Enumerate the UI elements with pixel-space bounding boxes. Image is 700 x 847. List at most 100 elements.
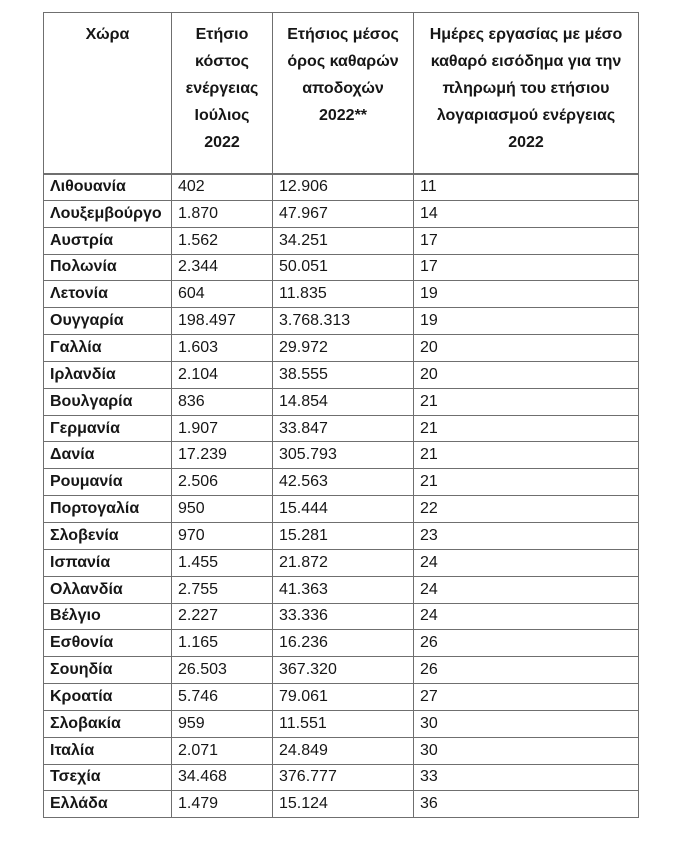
energy-cost-table: Χώρα Ετήσιο κόστος ενέργειας Ιούλιος 202… — [43, 12, 639, 819]
annual-net-earnings-cell: 15.124 — [272, 790, 414, 819]
header-working-days-to-pay: Ημέρες εργασίας με μέσο καθαρό εισόδημα … — [413, 12, 639, 175]
country-cell: Ολλανδία — [43, 575, 172, 604]
working-days-cell: 22 — [413, 495, 639, 523]
annual-energy-cost-cell: 17.239 — [171, 441, 273, 470]
country-cell: Πολωνία — [43, 253, 172, 282]
header-annual-net-earnings: Ετήσιος μέσος όρος καθαρών αποδοχών 2022… — [272, 12, 414, 175]
annual-energy-cost-cell: 26.503 — [171, 656, 273, 685]
annual-energy-cost-cell: 198.497 — [171, 307, 273, 336]
annual-energy-cost-cell: 5.746 — [171, 683, 273, 711]
working-days-cell: 24 — [413, 548, 639, 577]
country-cell: Ρουμανία — [43, 468, 172, 497]
working-days-cell: 21 — [413, 387, 639, 416]
annual-energy-cost-cell: 1.603 — [171, 334, 273, 362]
annual-energy-cost-cell: 402 — [171, 173, 273, 201]
annual-net-earnings-cell: 41.363 — [272, 575, 414, 604]
table-row: Ουγγαρία 198.497 3.768.313 19 — [43, 307, 639, 336]
annual-net-earnings-cell: 38.555 — [272, 360, 414, 389]
working-days-cell: 17 — [413, 226, 639, 255]
table-row: Κροατία 5.746 79.061 27 — [43, 683, 639, 711]
working-days-cell: 21 — [413, 414, 639, 443]
country-cell: Ελλάδα — [43, 790, 172, 819]
table-row: Πορτογαλία 950 15.444 22 — [43, 495, 639, 523]
table-header: Χώρα Ετήσιο κόστος ενέργειας Ιούλιος 202… — [43, 12, 639, 175]
annual-energy-cost-cell: 959 — [171, 709, 273, 738]
working-days-cell: 33 — [413, 763, 639, 792]
working-days-cell: 30 — [413, 736, 639, 765]
country-cell: Βουλγαρία — [43, 387, 172, 416]
working-days-cell: 27 — [413, 683, 639, 711]
country-cell: Ουγγαρία — [43, 307, 172, 336]
working-days-cell: 20 — [413, 360, 639, 389]
annual-net-earnings-cell: 47.967 — [272, 199, 414, 228]
country-cell: Λετονία — [43, 280, 172, 309]
annual-net-earnings-cell: 50.051 — [272, 253, 414, 282]
working-days-cell: 20 — [413, 334, 639, 362]
working-days-cell: 19 — [413, 307, 639, 336]
annual-energy-cost-cell: 604 — [171, 280, 273, 309]
table-row: Σουηδία 26.503 367.320 26 — [43, 656, 639, 685]
annual-energy-cost-cell: 1.562 — [171, 226, 273, 255]
annual-net-earnings-cell: 376.777 — [272, 763, 414, 792]
header-row: Χώρα Ετήσιο κόστος ενέργειας Ιούλιος 202… — [43, 12, 639, 175]
annual-net-earnings-cell: 3.768.313 — [272, 307, 414, 336]
annual-net-earnings-cell: 34.251 — [272, 226, 414, 255]
country-cell: Ιρλανδία — [43, 360, 172, 389]
annual-net-earnings-cell: 15.281 — [272, 521, 414, 550]
annual-energy-cost-cell: 1.455 — [171, 548, 273, 577]
working-days-cell: 17 — [413, 253, 639, 282]
annual-energy-cost-cell: 34.468 — [171, 763, 273, 792]
table-row: Λιθουανία 402 12.906 11 — [43, 173, 639, 201]
table-row: Τσεχία 34.468 376.777 33 — [43, 763, 639, 792]
country-cell: Σουηδία — [43, 656, 172, 685]
annual-net-earnings-cell: 24.849 — [272, 736, 414, 765]
country-cell: Αυστρία — [43, 226, 172, 255]
country-cell: Γερμανία — [43, 414, 172, 443]
country-cell: Σλοβενία — [43, 521, 172, 550]
working-days-cell: 26 — [413, 656, 639, 685]
annual-net-earnings-cell: 15.444 — [272, 495, 414, 523]
annual-energy-cost-cell: 2.506 — [171, 468, 273, 497]
country-cell: Ιταλία — [43, 736, 172, 765]
annual-energy-cost-cell: 2.104 — [171, 360, 273, 389]
table-row: Εσθονία 1.165 16.236 26 — [43, 629, 639, 658]
annual-energy-cost-cell: 2.344 — [171, 253, 273, 282]
annual-energy-cost-cell: 2.071 — [171, 736, 273, 765]
working-days-cell: 21 — [413, 468, 639, 497]
annual-energy-cost-cell: 950 — [171, 495, 273, 523]
header-country: Χώρα — [43, 12, 172, 175]
annual-net-earnings-cell: 33.336 — [272, 602, 414, 631]
header-annual-energy-cost: Ετήσιο κόστος ενέργειας Ιούλιος 2022 — [171, 12, 273, 175]
annual-net-earnings-cell: 11.835 — [272, 280, 414, 309]
table-row: Ολλανδία 2.755 41.363 24 — [43, 575, 639, 604]
country-cell: Κροατία — [43, 683, 172, 711]
working-days-cell: 19 — [413, 280, 639, 309]
annual-net-earnings-cell: 14.854 — [272, 387, 414, 416]
country-cell: Τσεχία — [43, 763, 172, 792]
working-days-cell: 36 — [413, 790, 639, 819]
country-cell: Ισπανία — [43, 548, 172, 577]
table-row: Σλοβακία 959 11.551 30 — [43, 709, 639, 738]
annual-net-earnings-cell: 42.563 — [272, 468, 414, 497]
working-days-cell: 26 — [413, 629, 639, 658]
country-cell: Δανία — [43, 441, 172, 470]
annual-net-earnings-cell: 11.551 — [272, 709, 414, 738]
table-row: Γερμανία 1.907 33.847 21 — [43, 414, 639, 443]
working-days-cell: 21 — [413, 441, 639, 470]
country-cell: Γαλλία — [43, 334, 172, 362]
table-row: Βέλγιο 2.227 33.336 24 — [43, 602, 639, 631]
annual-energy-cost-cell: 970 — [171, 521, 273, 550]
table-row: Πολωνία 2.344 50.051 17 — [43, 253, 639, 282]
working-days-cell: 23 — [413, 521, 639, 550]
country-cell: Λουξεμβούργο — [43, 199, 172, 228]
table-row: Λετονία 604 11.835 19 — [43, 280, 639, 309]
table-body: Λιθουανία 402 12.906 11 Λουξεμβούργο 1.870 47.… — [43, 173, 639, 819]
table-row: Ρουμανία 2.506 42.563 21 — [43, 468, 639, 497]
table-row: Βουλγαρία 836 14.854 21 — [43, 387, 639, 416]
working-days-cell: 24 — [413, 575, 639, 604]
annual-net-earnings-cell: 16.236 — [272, 629, 414, 658]
annual-net-earnings-cell: 29.972 — [272, 334, 414, 362]
table-row: Λουξεμβούργο 1.870 47.967 14 — [43, 199, 639, 228]
table-row: Ιρλανδία 2.104 38.555 20 — [43, 360, 639, 389]
table-row: Αυστρία 1.562 34.251 17 — [43, 226, 639, 255]
